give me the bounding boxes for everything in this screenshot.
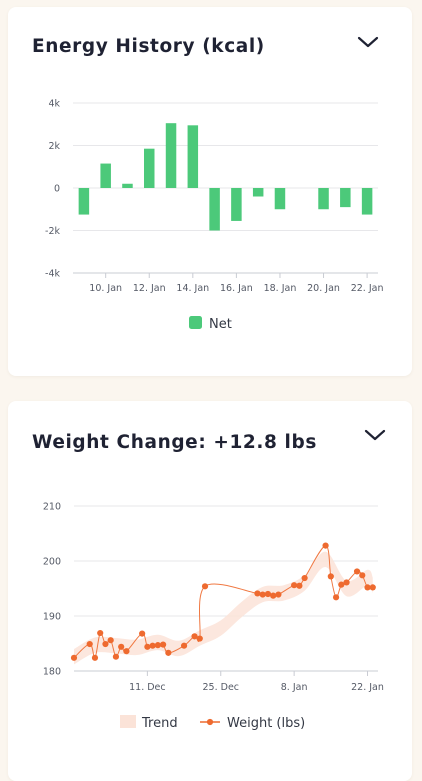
- weight-change-card: Weight Change: +12.8 lbs 210 200 190 180 11.…: [8, 401, 412, 781]
- weight-point: [160, 641, 167, 648]
- y-tick-label: 0: [54, 184, 60, 195]
- x-tick-label: 14. Jan: [176, 283, 209, 294]
- weight-point: [196, 635, 203, 642]
- weight-point: [107, 637, 114, 644]
- weight-point: [70, 654, 78, 661]
- weight-change-chart: 210 200 190 180 11. Dec 25. Dec 8. Jan 22. Jan T…: [43, 502, 384, 732]
- weight-point: [343, 579, 350, 586]
- legend-label-net: Net: [209, 317, 232, 332]
- bar: [100, 163, 111, 188]
- x-tick-label: 8. Jan: [281, 682, 308, 693]
- weight-point: [296, 582, 303, 589]
- weight-point: [102, 640, 109, 648]
- x-tick-label: 22. Jan: [351, 283, 384, 294]
- bar: [318, 188, 329, 210]
- weight-point: [144, 643, 151, 650]
- legend-swatch-trend: [120, 715, 136, 728]
- weight-point: [139, 630, 146, 637]
- chevron-down-icon[interactable]: [363, 426, 387, 444]
- y-tick-label: 190: [43, 612, 61, 623]
- x-tick-label: 20. Jan: [307, 283, 340, 294]
- weight-point: [275, 591, 282, 598]
- weight-point: [123, 648, 130, 655]
- weight-point: [322, 542, 329, 549]
- weight-point: [338, 581, 345, 588]
- bar: [144, 148, 155, 188]
- weight-point: [165, 649, 172, 656]
- energy-history-title: Energy History (kcal): [32, 36, 265, 57]
- bar: [252, 188, 264, 197]
- weight-point: [259, 591, 266, 598]
- bar: [274, 188, 286, 210]
- weight-point: [291, 582, 298, 589]
- x-tick-label: 25. Dec: [203, 682, 240, 693]
- bar: [209, 188, 220, 231]
- weight-point: [149, 642, 156, 649]
- y-tick-label: -2k: [45, 226, 60, 237]
- legend-swatch-weight-point: [206, 718, 214, 726]
- y-tick-label: 210: [43, 502, 61, 513]
- legend-label-weight: Weight (lbs): [227, 716, 305, 731]
- weight-point: [364, 584, 371, 591]
- weight-point: [353, 568, 361, 575]
- weight-point: [86, 640, 93, 648]
- weight-point: [97, 629, 104, 637]
- weight-point: [201, 583, 209, 590]
- weight-point: [254, 590, 261, 597]
- bar: [340, 188, 351, 208]
- weight-point: [91, 654, 99, 661]
- bar: [361, 188, 373, 215]
- y-tick-label: 200: [43, 557, 61, 568]
- legend-swatch-net: [189, 316, 202, 329]
- weight-point: [112, 653, 120, 660]
- weight-point: [154, 642, 161, 649]
- y-tick-label: 4k: [48, 99, 60, 110]
- x-tick-label: 16. Jan: [220, 283, 253, 294]
- weight-point: [270, 592, 277, 599]
- chevron-down-icon[interactable]: [356, 33, 380, 51]
- x-tick-label: 10. Jan: [89, 283, 122, 294]
- weight-point: [191, 633, 198, 640]
- bar: [187, 125, 199, 188]
- weight-point: [180, 642, 188, 649]
- weight-change-title: Weight Change: +12.8 lbs: [32, 432, 317, 453]
- trend-band: [74, 551, 373, 665]
- weight-point: [332, 594, 340, 601]
- weight-point: [264, 590, 272, 598]
- x-tick-label: 18. Jan: [264, 283, 297, 294]
- bar: [122, 183, 133, 188]
- energy-history-chart: 4k 2k 0 -2k -4k 10. Jan 12. Jan 14. Jan 16. Jan 1…: [45, 99, 384, 333]
- x-tick-label: 11. Dec: [129, 682, 166, 693]
- weight-point: [359, 572, 366, 579]
- bar: [78, 188, 90, 215]
- bar: [231, 188, 242, 221]
- y-tick-label: -4k: [45, 269, 60, 280]
- y-tick-label: 2k: [48, 141, 60, 152]
- x-tick-label: 22. Jan: [351, 682, 384, 693]
- energy-history-card: Energy History (kcal) 4k 2k 0 -2k -4k 10. Jan…: [8, 7, 412, 376]
- legend-label-trend: Trend: [141, 716, 178, 731]
- weight-point: [118, 643, 125, 650]
- weight-point: [327, 573, 334, 580]
- bar: [165, 123, 177, 188]
- weight-point: [301, 574, 308, 582]
- weight-point: [369, 584, 376, 591]
- x-tick-label: 12. Jan: [133, 283, 166, 294]
- y-tick-label: 180: [43, 667, 61, 678]
